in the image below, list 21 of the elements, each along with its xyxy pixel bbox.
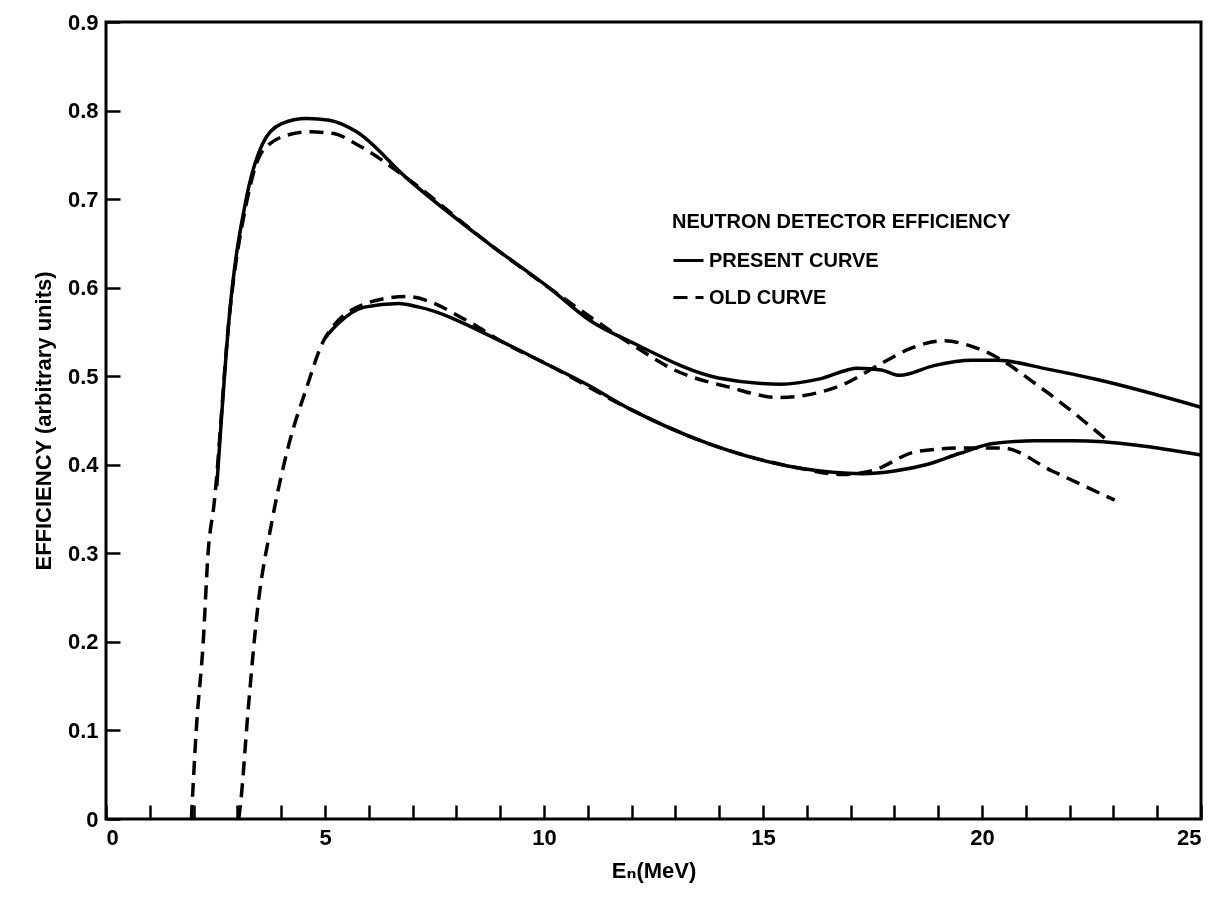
y-tick-label: 0.7 — [67, 186, 99, 212]
y-tick-label: 0 — [86, 806, 99, 832]
y-tick-label: 0.8 — [67, 98, 99, 124]
y-tick-label: 0.3 — [67, 540, 99, 566]
y-tick-label: 0.2 — [67, 629, 99, 655]
y-axis-title: EFFICIENCY (arbitrary units) — [30, 271, 56, 571]
x-tick-label: 15 — [751, 824, 776, 850]
legend-title: NEUTRON DETECTOR EFFICIENCY — [672, 210, 1012, 232]
legend-label: OLD CURVE — [709, 285, 827, 308]
x-tick-label: 5 — [319, 824, 332, 850]
x-tick-label: 10 — [532, 824, 557, 850]
y-tick-label: 0.1 — [67, 717, 99, 743]
x-tick-label: 20 — [970, 824, 995, 850]
y-tick-label: 0.5 — [67, 363, 99, 389]
y-tick-label: 0.4 — [67, 452, 100, 478]
x-tick-label: 0 — [106, 824, 119, 850]
x-tick-label: 25 — [1177, 824, 1202, 850]
legend-label: PRESENT CURVE — [709, 248, 879, 271]
y-tick-label: 0.9 — [67, 9, 99, 35]
x-axis-title: Eₙ(MeV) — [611, 857, 697, 883]
y-tick-label: 0.6 — [67, 275, 99, 301]
